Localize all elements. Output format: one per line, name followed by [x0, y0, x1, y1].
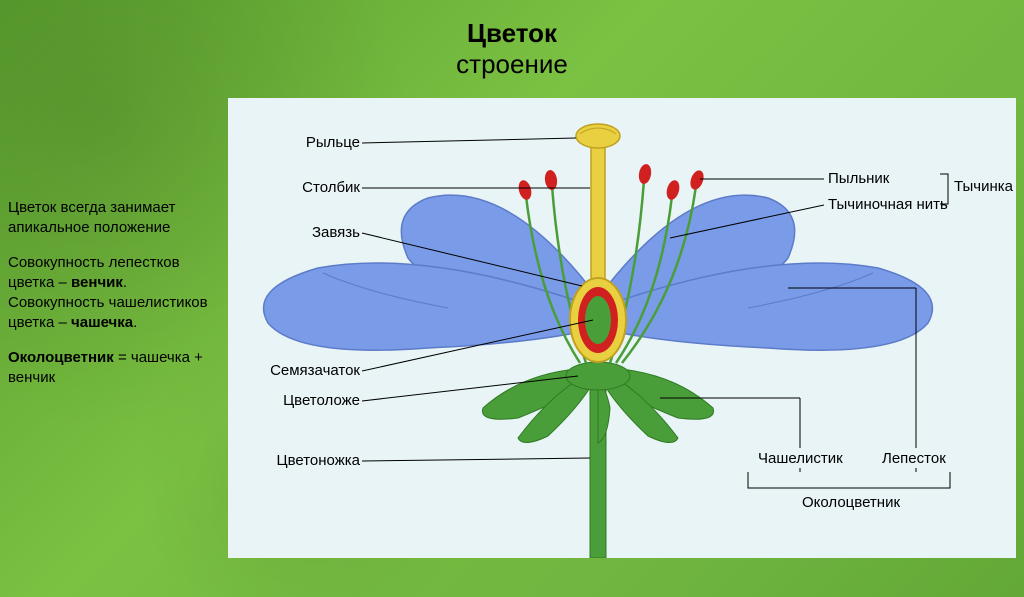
side-p3: Околоцветник = чашечка + венчик [8, 348, 218, 389]
label-ovule: Семязачаток [270, 362, 360, 379]
flower-diagram: Рыльце Столбик Завязь Семязачаток Цветол… [228, 98, 1016, 558]
title-main: Цветок [0, 18, 1024, 49]
side-p2: Совокупность лепестков цветка – венчик. … [8, 253, 218, 334]
label-style: Столбик [302, 179, 360, 196]
ovary [570, 278, 626, 362]
title-sub: строение [0, 49, 1024, 80]
diagram-svg [228, 98, 1016, 558]
side-p1: Цветок всегда занимает апикальное положе… [8, 198, 218, 239]
label-stigma: Рыльце [306, 134, 360, 151]
label-stamen: Тычинка [954, 178, 1013, 195]
label-perianth: Околоцветник [802, 494, 900, 511]
label-filament: Тычиночная нить [828, 196, 948, 213]
label-petal: Лепесток [882, 450, 946, 467]
label-receptacle: Цветоложе [283, 392, 360, 409]
label-ovary: Завязь [312, 224, 360, 241]
side-text: Цветок всегда занимает апикальное положе… [8, 198, 218, 402]
label-anther: Пыльник [828, 170, 889, 187]
label-sepal: Чашелистик [758, 450, 843, 467]
label-pedicel: Цветоножка [276, 452, 360, 469]
title-block: Цветок строение [0, 18, 1024, 80]
